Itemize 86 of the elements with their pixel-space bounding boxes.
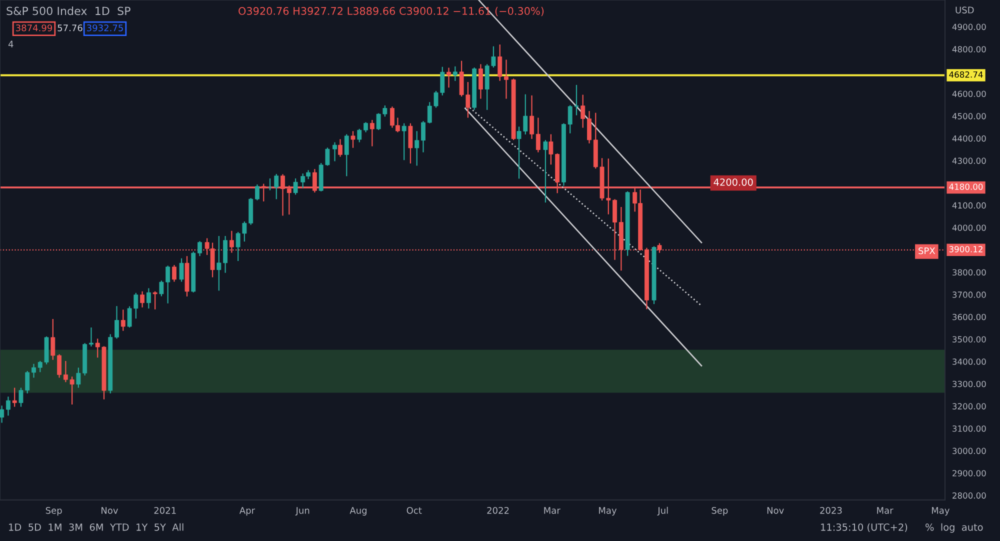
candlestick bbox=[344, 134, 349, 176]
candlestick bbox=[580, 94, 586, 128]
text: % log auto bbox=[926, 523, 983, 533]
annotation: 3932.75 bbox=[87, 24, 123, 32]
ref-line-label: 4682.74 bbox=[949, 71, 983, 78]
x-tick-label: Jul bbox=[657, 506, 668, 516]
candlestick bbox=[198, 241, 202, 256]
candlestick bbox=[57, 354, 62, 378]
annotation: 4200.00 bbox=[714, 178, 753, 186]
x-tick-label: Mar bbox=[544, 507, 560, 514]
x-tick-label: Nov bbox=[767, 507, 784, 514]
candlestick bbox=[32, 364, 36, 378]
candlestick bbox=[402, 123, 406, 160]
candlestick bbox=[120, 310, 126, 331]
candlestick bbox=[50, 319, 56, 360]
candlestick bbox=[421, 121, 426, 152]
y-tick-label: 4300.00 bbox=[952, 158, 986, 164]
x-tick-label: May bbox=[932, 507, 950, 516]
candlestick bbox=[89, 327, 94, 346]
candlestick bbox=[452, 66, 458, 81]
x-tick-label: Aug bbox=[350, 507, 366, 516]
text: 1D 5D 1M 3M 6M YTD 1Y 5Y All bbox=[9, 523, 184, 531]
candlestick bbox=[140, 291, 145, 308]
candlestick bbox=[536, 118, 540, 152]
x-tick-label: Sep bbox=[712, 506, 728, 516]
candlestick bbox=[504, 60, 508, 99]
y-tick-label: 3400.00 bbox=[952, 358, 986, 365]
x-tick-label: Apr bbox=[239, 507, 256, 516]
candlestick bbox=[350, 131, 356, 148]
y-tick-label: 2800.00 bbox=[952, 492, 986, 499]
annotation: 57.76 bbox=[58, 24, 82, 32]
candlestick bbox=[478, 64, 483, 99]
x-tick-label: 2021 bbox=[154, 506, 176, 514]
ref-line-label: 3900.12 bbox=[949, 246, 982, 252]
candlestick bbox=[0, 406, 4, 423]
y-tick-label: 4600.00 bbox=[952, 90, 986, 98]
candlestick bbox=[338, 139, 342, 157]
x-tick-label: Sep bbox=[46, 506, 62, 516]
candlestick bbox=[530, 95, 534, 139]
y-tick-label: 3500.00 bbox=[952, 336, 986, 342]
x-tick-label: Oct bbox=[406, 506, 422, 514]
chart-title: S&P 500 Index 1D SP bbox=[6, 6, 130, 16]
ref-line-label: 4180.00 bbox=[949, 184, 983, 190]
candlestick bbox=[357, 128, 362, 142]
x-tick-label: Nov bbox=[102, 507, 118, 514]
y-tick-label: 4500.00 bbox=[952, 113, 986, 120]
candlestick bbox=[146, 288, 151, 309]
candlestick bbox=[498, 44, 502, 81]
candlestick bbox=[172, 265, 176, 282]
candlestick bbox=[408, 123, 413, 164]
candlestick bbox=[293, 178, 298, 195]
y-tick-label: 3200.00 bbox=[952, 403, 986, 410]
x-tick-label: Jun bbox=[295, 507, 310, 516]
candlestick bbox=[179, 258, 184, 282]
candlestick bbox=[332, 142, 337, 162]
y-tick-label: 3100.00 bbox=[952, 425, 986, 432]
candlestick bbox=[12, 388, 17, 407]
y-tick-label: 4800.00 bbox=[952, 46, 986, 52]
candlestick bbox=[543, 140, 548, 203]
x-tick-label: 2023 bbox=[820, 506, 842, 514]
text: 11:35:10 (UTC+2) bbox=[821, 523, 908, 532]
y-tick-label: 3700.00 bbox=[952, 292, 986, 298]
x-tick-label: 2022 bbox=[487, 506, 509, 514]
annotation: SPX bbox=[918, 247, 936, 254]
annotation: 4 bbox=[8, 40, 14, 48]
y-tick-label: 4400.00 bbox=[952, 135, 986, 142]
candlestick bbox=[114, 306, 119, 339]
candlestick bbox=[152, 291, 158, 310]
x-tick-label: May bbox=[599, 507, 617, 516]
y-tick-label: 3300.00 bbox=[952, 380, 986, 388]
annotation: 3874.99 bbox=[16, 24, 52, 32]
x-tick-label: Mar bbox=[877, 507, 894, 514]
y-tick-label: 4000.00 bbox=[952, 224, 986, 231]
y-tick-label: 3000.00 bbox=[952, 448, 986, 454]
y-axis-title: USD bbox=[956, 6, 974, 14]
y-tick-label: 3800.00 bbox=[952, 269, 986, 276]
candlestick bbox=[370, 120, 374, 146]
candlestick bbox=[446, 68, 451, 88]
candlestick bbox=[6, 396, 10, 416]
candlestick bbox=[414, 131, 420, 166]
y-tick-label: 3600.00 bbox=[952, 314, 986, 320]
y-tick-label: 4900.00 bbox=[952, 24, 986, 30]
y-tick-label: 4100.00 bbox=[952, 202, 986, 209]
candlestick bbox=[587, 111, 592, 144]
y-tick-label: 2900.00 bbox=[952, 470, 986, 476]
candlestick bbox=[255, 184, 260, 200]
